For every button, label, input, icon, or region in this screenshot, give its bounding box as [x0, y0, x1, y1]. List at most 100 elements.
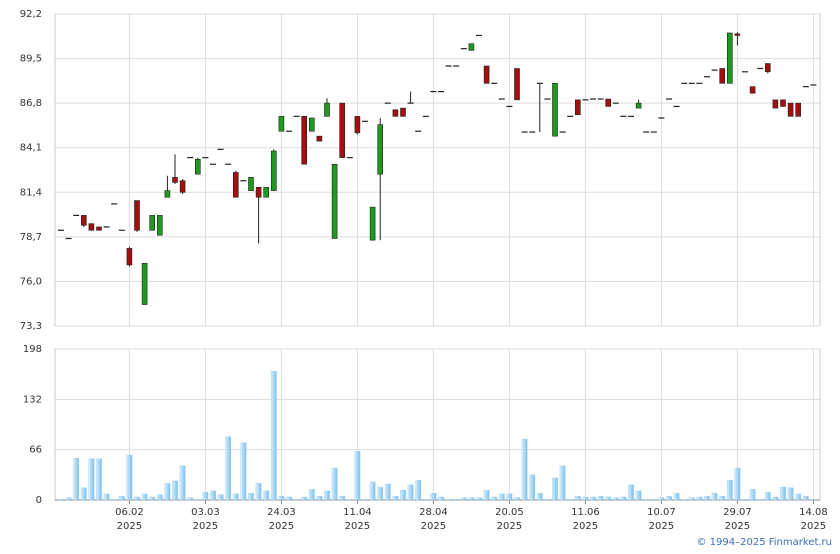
volume-tick-label: 198: [23, 344, 42, 355]
volume-bar: [567, 499, 574, 501]
volume-bar: [460, 497, 467, 501]
volume-bar: [73, 457, 80, 501]
volume-bar: [194, 499, 201, 501]
x-tick-label: 06.02 2025: [115, 507, 144, 532]
volume-bar: [111, 499, 118, 501]
candle-body: [195, 158, 201, 175]
volume-bar: [240, 442, 247, 501]
volume-bar: [88, 458, 95, 501]
candle-body: [605, 98, 612, 107]
candle-body: [126, 248, 133, 266]
volume-bar: [316, 496, 323, 501]
volume-bar: [232, 493, 239, 501]
volume-bar: [400, 489, 406, 501]
candle-body: [574, 99, 581, 115]
x-tick-label: 10.07 2025: [647, 507, 676, 532]
candle-body: [331, 163, 338, 239]
volume-bar: [118, 496, 125, 501]
volume-bar: [210, 490, 216, 501]
volume-bar: [217, 494, 224, 501]
volume-bar: [263, 490, 270, 501]
volume-bar: [430, 492, 437, 501]
candle-body: [400, 107, 406, 117]
volume-bar: [156, 494, 163, 501]
volume-bar: [354, 451, 361, 501]
candle-body: [787, 102, 794, 117]
candle-body: [308, 117, 315, 132]
volume-bar: [574, 496, 581, 501]
volume-bar: [514, 497, 520, 501]
volume-bar: [278, 496, 285, 501]
candle-body: [749, 86, 756, 94]
volume-bar: [696, 496, 703, 501]
volume-bar: [552, 477, 558, 501]
volume-bar: [187, 497, 194, 501]
y-tick-label: 73,3: [20, 321, 42, 332]
volume-bar: [544, 499, 551, 501]
volume-bar: [764, 492, 771, 501]
x-tick-label: 24.03 2025: [267, 507, 296, 532]
y-tick-label: 84,1: [20, 143, 42, 154]
source-link[interactable]: © 1994–2025 Finmarket.ru: [696, 537, 832, 548]
volume-bar: [726, 480, 733, 501]
volume-bar: [666, 496, 672, 501]
x-tick-label: 20.05 2025: [495, 507, 524, 532]
candle-body: [164, 190, 171, 198]
price-panel: [54, 13, 821, 327]
volume-bar: [308, 489, 315, 501]
volume-bar: [445, 499, 452, 501]
candle-body: [552, 83, 558, 137]
candle-body: [233, 172, 239, 198]
volume-bar: [749, 489, 756, 501]
volume-bar: [719, 496, 726, 501]
volume-bar: [286, 496, 292, 501]
volume-bar: [415, 480, 422, 501]
volume-bar: [407, 484, 414, 501]
x-tick-label: 14.08 2025: [799, 507, 828, 532]
volume-bar: [757, 499, 764, 501]
volume-bar: [453, 499, 460, 501]
volume-bar: [795, 493, 802, 501]
volume-bar: [498, 493, 505, 501]
candle-body: [270, 150, 277, 191]
volume-bar: [362, 499, 368, 501]
y-tick-label: 76,0: [20, 276, 42, 287]
candle-body: [780, 99, 786, 107]
candle-body: [172, 177, 178, 183]
candle-body: [369, 206, 376, 241]
volume-bar: [559, 465, 566, 501]
volume-bar: [483, 489, 490, 501]
volume-bar: [605, 496, 612, 501]
volume-bar: [103, 493, 110, 501]
candle-body: [179, 180, 186, 193]
volume-tick-label: 0: [36, 495, 42, 506]
volume-bar: [377, 486, 384, 501]
x-tick-label: 29.07 2025: [723, 507, 752, 532]
volume-bar: [141, 493, 148, 501]
candle-body: [392, 109, 399, 117]
volume-tick-label: 66: [29, 445, 42, 456]
candle-body: [734, 33, 741, 36]
volume-bar: [392, 496, 399, 501]
volume-bar: [126, 454, 133, 501]
volume-bar: [468, 497, 475, 501]
candle-body: [263, 187, 270, 198]
volume-bar: [612, 497, 619, 501]
candle-body: [316, 135, 323, 142]
volume-bar: [650, 499, 657, 501]
volume-bar: [590, 496, 596, 501]
x-tick-label: 28.04 2025: [419, 507, 448, 532]
volume-bar: [58, 499, 64, 501]
volume-bar: [597, 496, 604, 501]
volume-bar: [704, 496, 710, 501]
volume-bar: [80, 487, 87, 501]
candle-body: [339, 102, 346, 158]
volume-bar: [734, 467, 741, 501]
candle-body: [324, 102, 330, 117]
volume-bar: [787, 487, 794, 501]
candle-body: [514, 68, 520, 101]
volume-bar: [324, 490, 330, 501]
candle-body: [764, 63, 771, 73]
volume-bar: [346, 499, 353, 501]
